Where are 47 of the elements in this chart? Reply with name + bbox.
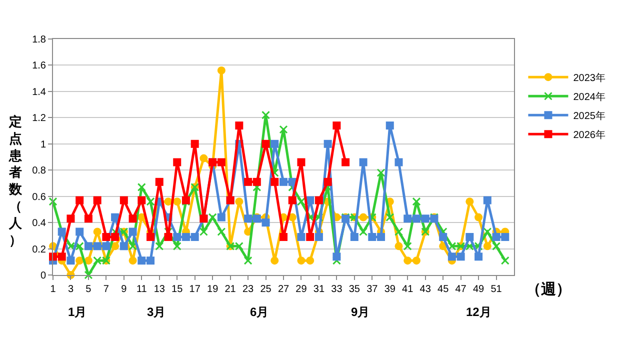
x-tick-label: 45 — [438, 284, 450, 295]
x-tick-label: 39 — [384, 284, 396, 295]
y-tick-label: 0.2 — [32, 244, 46, 256]
legend-label: 2025年 — [573, 110, 606, 122]
x-tick-label: 7 — [103, 284, 110, 295]
x-tick-label: 41 — [402, 284, 414, 295]
text: 6月 — [250, 305, 269, 319]
x-tick-label: 25 — [260, 284, 272, 295]
x-tick-label: 33 — [331, 284, 343, 295]
x-tick-label: 17 — [189, 284, 201, 295]
x-tick-label: 11 — [136, 284, 148, 295]
x-tick-label: 35 — [348, 284, 360, 295]
x-tick-label: 49 — [472, 284, 485, 295]
text: 3月 — [147, 305, 166, 319]
text: 9月 — [351, 305, 370, 319]
y-tick-label: 0 — [40, 270, 46, 282]
x-tick-label: 47 — [455, 284, 467, 295]
y-tick-label: 1.8 — [32, 34, 46, 46]
y-tick-label: 1.2 — [32, 113, 46, 124]
x-tick-label: 19 — [207, 284, 219, 295]
legend-label: 2023年 — [573, 72, 606, 84]
legend-label: 2026年 — [573, 129, 606, 141]
x-axis-title: （週） — [526, 281, 571, 298]
x-tick-label: 3 — [68, 284, 74, 295]
y-tick-label: 0.8 — [32, 166, 46, 177]
x-tick-label: 5 — [86, 284, 92, 295]
y-tick-label: 1 — [40, 139, 46, 150]
text: 1月 — [68, 305, 87, 319]
x-tick-label: 29 — [296, 284, 308, 295]
text: 12月 — [466, 305, 492, 319]
y-tick-label: 0.6 — [32, 192, 46, 203]
y-tick-label: 1.6 — [32, 60, 46, 72]
x-tick-label: 21 — [224, 284, 236, 295]
y-axis-title: 定点患者数（人） — [8, 114, 23, 248]
y-tick-label: 1.4 — [32, 86, 46, 98]
x-tick-label: 43 — [420, 284, 432, 295]
legend-label: 2024年 — [573, 91, 606, 103]
x-tick-label: 37 — [366, 284, 378, 295]
x-tick-label: 13 — [154, 284, 166, 295]
x-tick-label: 31 — [313, 284, 325, 295]
x-tick-label: 51 — [490, 284, 502, 295]
x-tick-label: 1 — [50, 284, 56, 295]
x-tick-label: 27 — [278, 284, 290, 295]
x-tick-label: 23 — [242, 284, 254, 295]
x-tick-label: 9 — [121, 284, 128, 295]
x-tick-label: 15 — [172, 284, 184, 295]
y-tick-label: 0.4 — [32, 218, 46, 230]
